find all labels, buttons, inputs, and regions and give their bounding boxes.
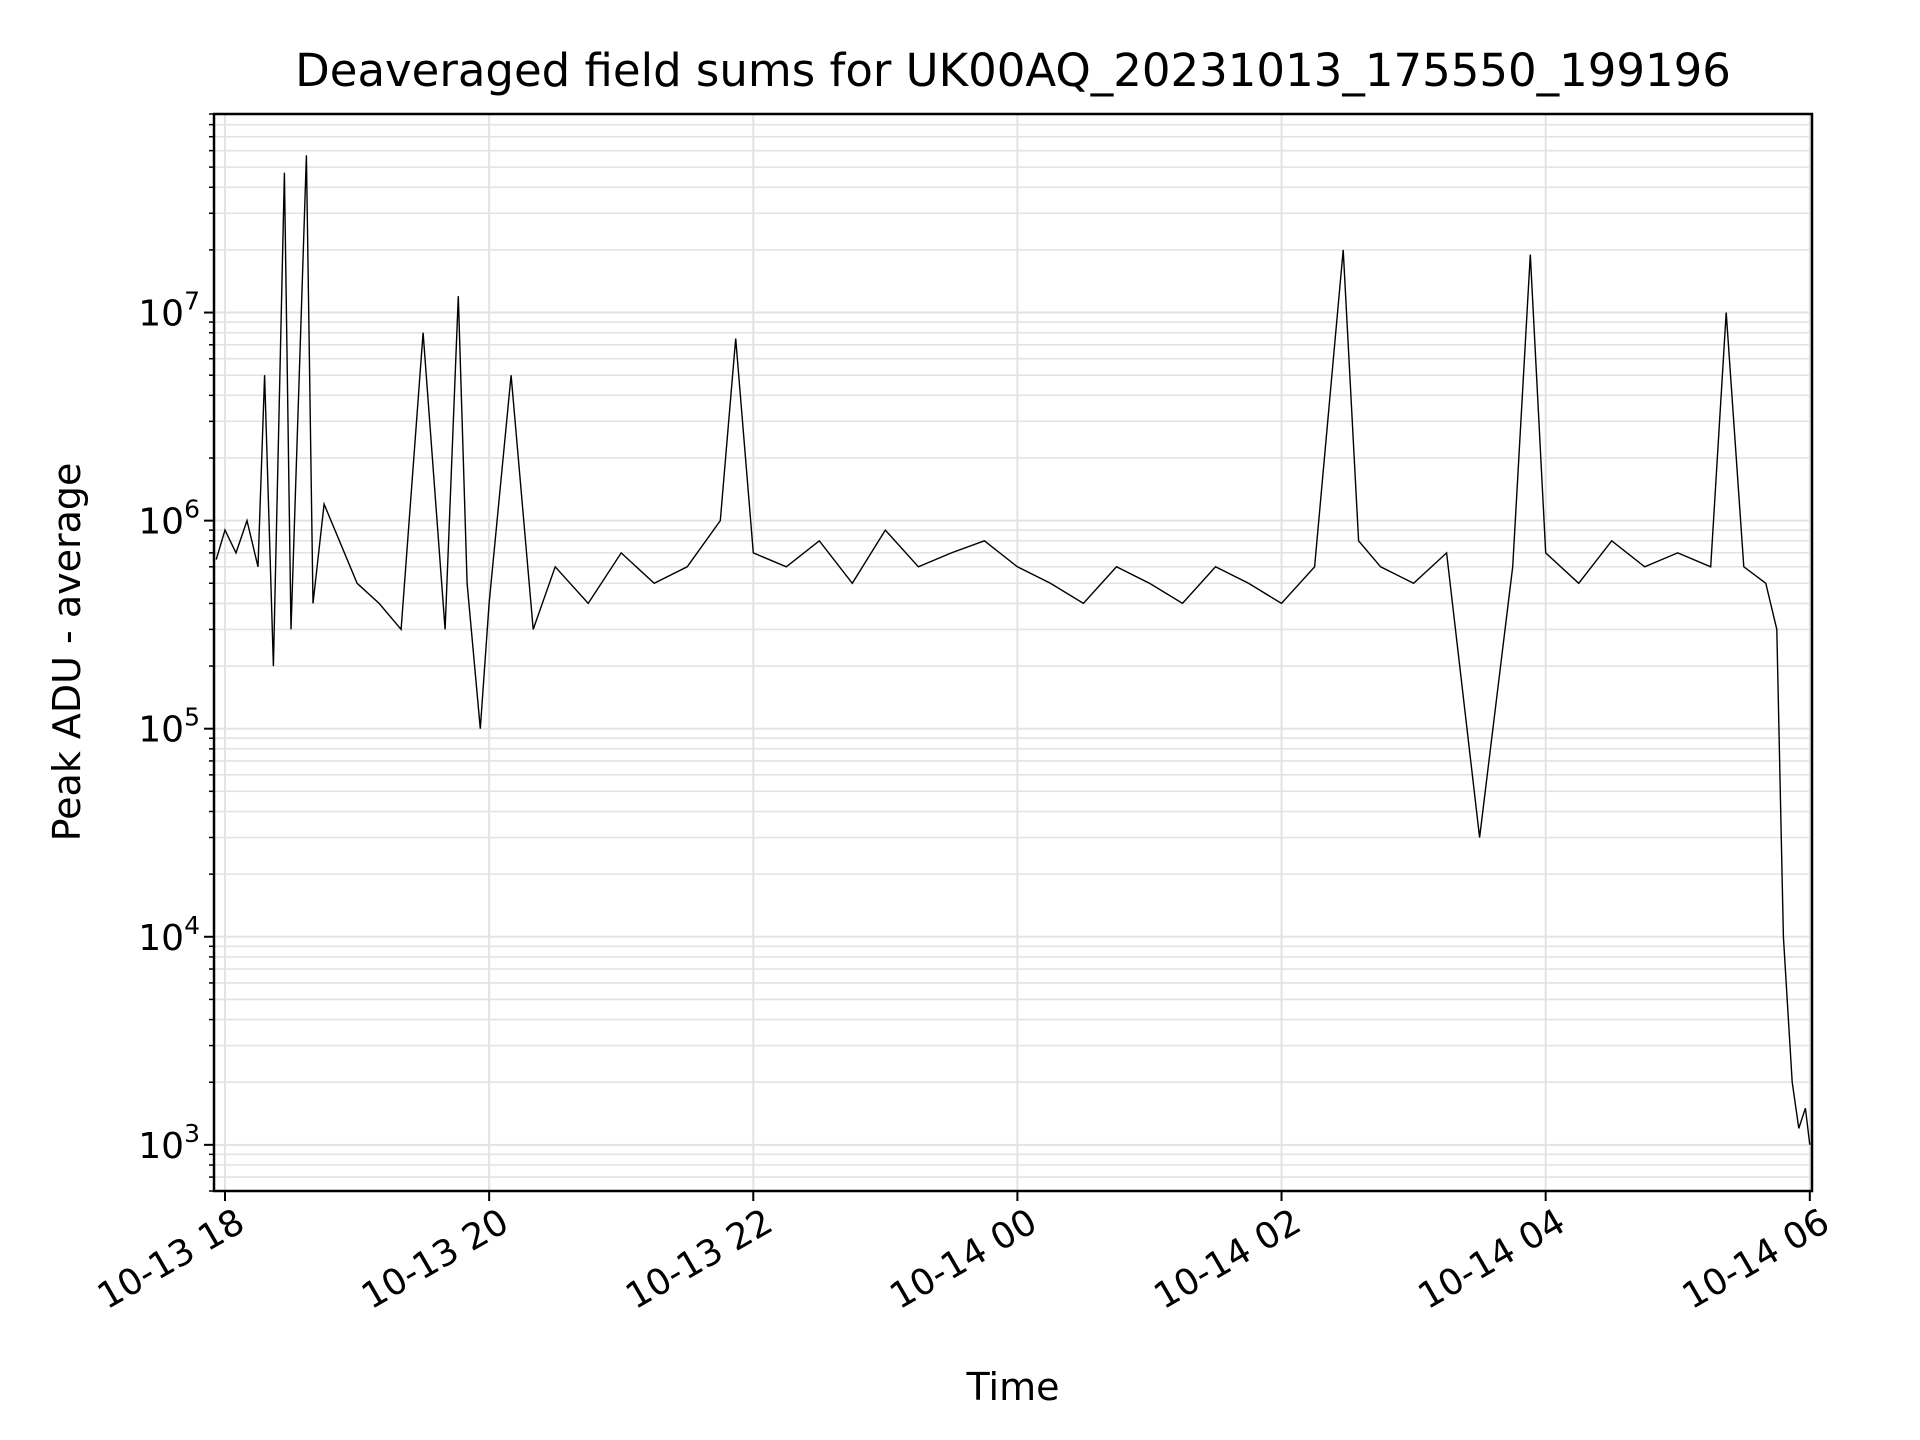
y-tick-exponent: 6 <box>184 495 200 524</box>
series-line-layer <box>215 155 1811 1145</box>
x-axis-label: Time <box>966 1365 1060 1409</box>
y-tick-exponent: 5 <box>184 703 200 732</box>
y-tick-label: 103 <box>138 1119 200 1167</box>
x-tick-label: 10-14 06 <box>1676 1201 1837 1317</box>
x-tick-label: 10-13 22 <box>619 1201 780 1317</box>
y-tick-base: 10 <box>138 918 184 959</box>
y-tick-exponent: 4 <box>184 911 200 940</box>
y-tick-base: 10 <box>138 1126 184 1167</box>
y-tick-base: 10 <box>138 710 184 751</box>
x-tick-label: 10-13 18 <box>91 1201 252 1317</box>
chart-title: Deaveraged field sums for UK00AQ_2023101… <box>295 44 1731 97</box>
x-tick-label: 10-13 20 <box>355 1201 516 1317</box>
y-axis-label: Peak ADU - average <box>45 463 89 842</box>
tick-layer: 10-13 18 10-13 20 10-13 22 10-14 00 10-14 02… <box>91 113 1837 1318</box>
y-tick-label: 107 <box>138 287 200 335</box>
y-tick-base: 10 <box>138 294 184 335</box>
x-tick-label: 10-14 00 <box>883 1201 1044 1317</box>
y-tick-label: 104 <box>138 911 200 959</box>
plot-frame <box>212 112 1814 1193</box>
y-tick-label: 106 <box>138 495 200 543</box>
y-tick-exponent: 3 <box>184 1119 200 1148</box>
y-tick-base: 10 <box>138 502 184 543</box>
series-line <box>215 155 1811 1145</box>
x-tick-label: 10-14 02 <box>1147 1201 1308 1317</box>
x-tick-label: 10-14 04 <box>1411 1201 1572 1317</box>
grid-layer <box>214 113 1812 1192</box>
y-tick-label: 105 <box>138 703 200 751</box>
y-tick-exponent: 7 <box>184 287 200 316</box>
